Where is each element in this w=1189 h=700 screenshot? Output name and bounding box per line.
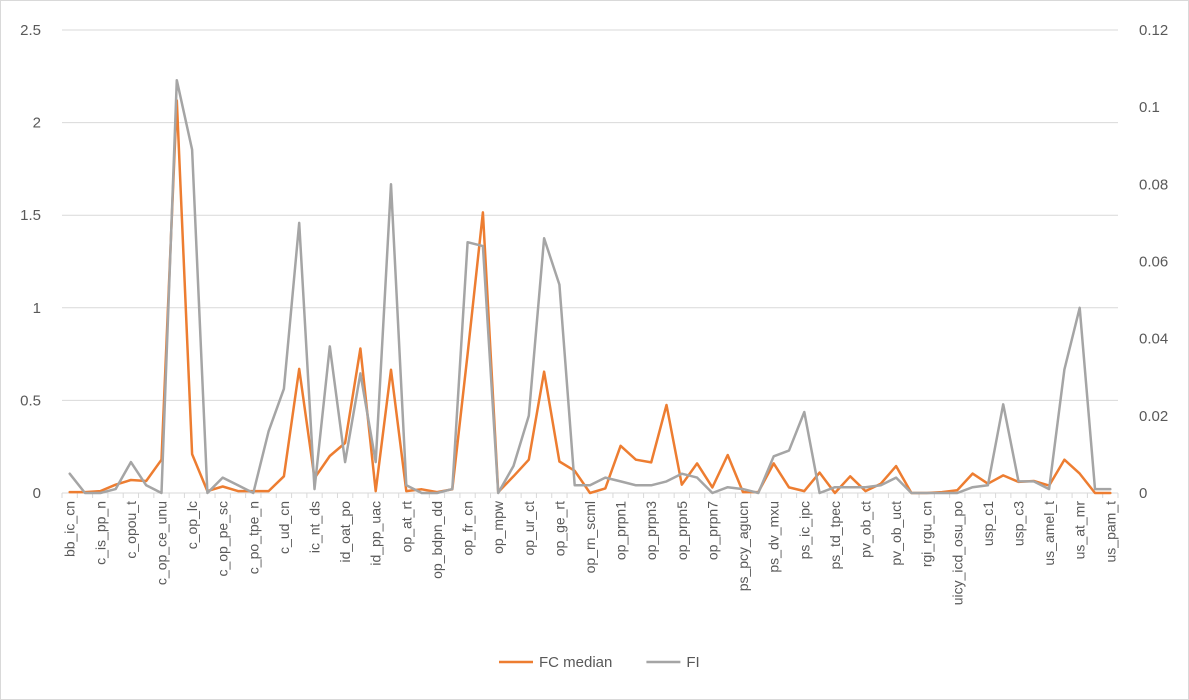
legend-label: FI [686,654,699,671]
x-tick-label: op_ge_rt [551,501,567,556]
x-tick-label: id_pp_uac [368,501,384,566]
y2-tick-label: 0.08 [1139,176,1168,193]
legend: FC median FI [499,654,700,671]
x-tick-label: rgi_rgu_cn [919,501,935,567]
x-tick-label: usp_c1 [980,501,996,546]
primary-y-axis: 0 0.5 1 1.5 2 2.5 [20,22,41,502]
y2-tick-label: 0 [1139,485,1147,502]
x-tick-label: pv_ob_uct [888,501,904,566]
x-tick-label: c_op_pe_sc [215,501,231,577]
x-tick-label: ps_dv_mxu [766,501,782,573]
y2-tick-label: 0.06 [1139,254,1168,271]
x-tick-label: ic_nt_ds [307,501,323,553]
x-tick-label: op_prpn1 [613,501,629,560]
x-tick-label: op_fr_cn [460,501,476,555]
x-tick-label: op_at_rt [398,501,414,552]
x-tick-label: ps_td_tpec [827,501,843,570]
y-tick-label: 2.5 [20,22,41,39]
x-tick-label: us_amel_t [1041,501,1057,566]
x-tick-label: ps_pcy_agucn [735,501,751,591]
x-tick-label: op_ur_ct [521,501,537,556]
series-line-fi [68,78,1112,495]
x-tick-label: id_oat_po [337,501,353,563]
x-tick-label: c_op_lc [184,501,200,549]
gridlines [62,29,1118,494]
y-tick-label: 1.5 [20,207,41,224]
x-tick-label: op_prpn5 [674,501,690,560]
y-tick-label: 0.5 [20,392,41,409]
x-tick-label: usp_c3 [1011,501,1027,546]
x-tick-label: ps_ic_ipc [796,501,812,559]
x-tick-label: c_opou_t [123,501,139,559]
x-tick-label: pv_ob_ct [857,501,873,558]
x-tick-label: c_ud_cn [276,501,292,554]
y-tick-label: 1 [33,300,41,317]
secondary-y-axis: 0 0.02 0.04 0.06 0.08 0.1 0.12 [1139,22,1168,502]
x-tick-label: uicy_icd_osu_po [949,501,965,606]
y-tick-label: 2 [33,115,41,132]
x-tick-label: c_op_ce_unu [153,501,169,585]
x-tick-label: op_bdpn_dd [429,501,445,579]
x-tick-label: bb_ic_cn [62,501,78,557]
series-lines [68,78,1112,495]
x-tick-label: us_pam_t [1102,501,1118,563]
x-tick-label: op_rn_scml [582,501,598,573]
category-axis: bb_ic_cn c_is_pp_n c_opou_t c_op_ce_unu c_op… [61,493,1119,606]
legend-label: FC median [539,654,612,671]
series-line-fc-median [68,99,1112,495]
x-tick-label: us_at_mr [1072,501,1088,560]
y2-tick-label: 0.1 [1139,99,1160,116]
x-tick-label: op_prpn3 [643,501,659,560]
x-tick-label: c_is_pp_n [92,501,108,565]
x-tick-label: op_mpw [490,500,506,554]
y-tick-label: 0 [33,485,41,502]
y2-tick-label: 0.04 [1139,331,1168,348]
y2-tick-label: 0.12 [1139,22,1168,39]
x-tick-label: op_prpn7 [704,501,720,560]
x-tick-label: c_po_tpe_n [245,501,261,574]
y2-tick-label: 0.02 [1139,408,1168,425]
